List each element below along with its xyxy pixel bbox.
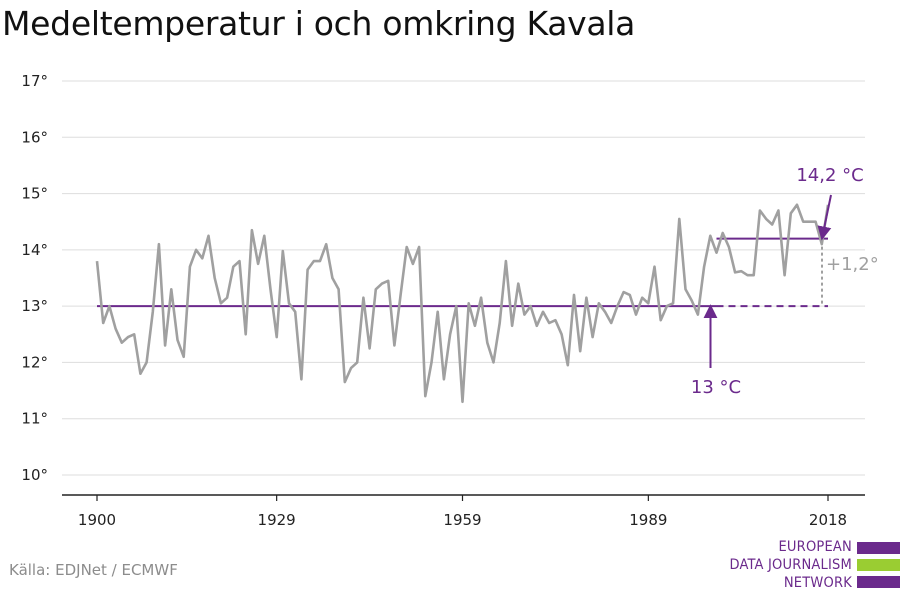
recent-label: 14,2 °C [796,165,863,186]
y-tick-label: 11° [21,410,48,428]
y-axis: 10° 11° 12° 13° 14° 15° 16° 17° [21,72,48,484]
series-line [95,203,830,404]
edjnet-logo: EUROPEAN DATA JOURNALISM NETWORK [700,539,900,595]
reference-lines [97,237,828,308]
source-credit: Källa: EDJNet / ECMWF [9,561,178,579]
baseline-label: 13 °C [691,377,741,398]
y-tick-label: 12° [21,353,48,371]
logo-bar-1 [857,542,900,554]
logo-line-1: EUROPEAN [778,539,852,555]
y-tick-label: 14° [21,241,48,259]
logo-line-3: NETWORK [783,575,852,591]
difference-label: +1,2° [826,254,879,275]
logo-bar-2 [857,559,900,571]
logo-bar-3 [857,576,900,588]
x-tick-label: 1989 [629,511,667,529]
chart-title: Medeltemperatur i och omkring Kavala [2,4,636,43]
recent-arrow [817,194,832,241]
logo-line-2: DATA JOURNALISM [729,557,852,573]
x-axis: 1900 1929 1959 1989 2018 [62,494,865,529]
x-tick-label: 1959 [443,511,481,529]
y-tick-label: 16° [21,128,48,146]
line-chart: 10° 11° 12° 13° 14° 15° 16° 17° 1900 1929 1959 198… [21,72,879,529]
x-tick-label: 1929 [258,511,296,529]
grid-lines [62,80,865,476]
y-tick-label: 13° [21,297,48,315]
y-tick-label: 17° [21,72,48,90]
temperature-series [95,203,830,404]
y-tick-label: 10° [21,466,48,484]
x-tick-label: 1900 [78,511,116,529]
y-tick-label: 15° [21,185,48,203]
annotations: 13 °C 14,2 °C +1,2° [691,165,879,398]
x-tick-label: 2018 [809,511,847,529]
